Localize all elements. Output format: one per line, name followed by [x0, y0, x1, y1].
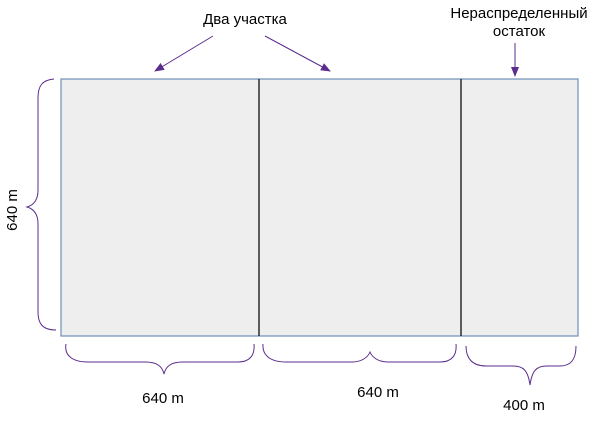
remainder-label-line2: остаток [493, 23, 546, 40]
arrow-to-plot-1 [154, 35, 214, 72]
remainder-label-line1: Нераспределенный [450, 5, 587, 22]
arrow-to-plot-2 [264, 35, 331, 72]
left-side-length-label: 640 m [4, 189, 21, 231]
field-rectangle [60, 78, 579, 337]
bottom-brace-plot-1 [65, 343, 255, 375]
two-plots-label: Два участка [203, 11, 287, 28]
bottom-brace-plot-2 [262, 343, 457, 363]
bottom-brace-remainder [465, 345, 577, 386]
left-brace [25, 78, 57, 331]
plot-1-width-label: 640 m [142, 390, 184, 407]
plot-2-width-label: 640 m [357, 384, 399, 401]
remainder-width-label: 400 m [503, 397, 545, 414]
